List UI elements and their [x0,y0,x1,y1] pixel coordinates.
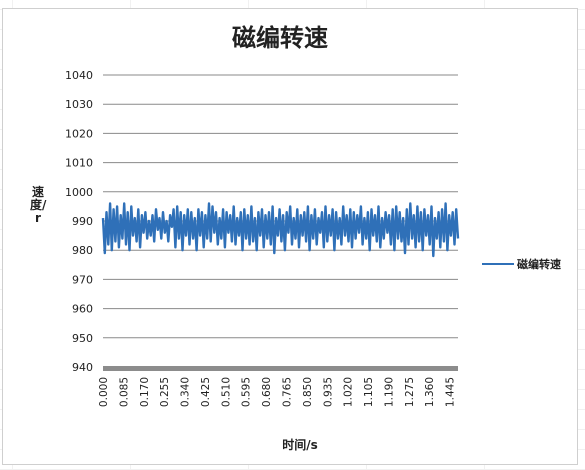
x-tick-label: 0.085 [118,377,130,407]
x-tick-label: 0.510 [220,377,232,407]
x-tick-label: 0.765 [281,377,293,407]
chart-title: 磁编转速 [232,23,328,52]
legend-line-swatch [482,263,514,265]
y-tick-label: 990 [72,215,93,228]
y-tick-label: 1030 [65,98,93,111]
y-tick-label: 950 [72,332,93,345]
x-tick-label: 0.425 [200,377,212,407]
x-tick-label: 1.105 [363,377,375,407]
y-tick-label: 970 [72,273,93,286]
x-tick-label: 0.340 [180,377,192,407]
legend: 磁编转速 [482,256,561,272]
x-tick-label: 0.935 [322,377,334,407]
y-tick-label: 1020 [65,127,93,140]
y-tick-label: 960 [72,303,93,316]
chart-area[interactable] [2,8,578,465]
x-tick-label: 1.360 [424,377,436,407]
x-tick-label: 1.445 [445,377,457,407]
x-tick-label: 0.595 [241,377,253,407]
x-tick-label: 1.020 [343,377,355,407]
x-tick-label: 0.680 [261,377,273,407]
legend-label: 磁编转速 [517,258,561,271]
series-line-magnetic-encoder-speed [101,202,460,258]
x-tick-label: 0.170 [139,377,151,407]
y-tick-label: 980 [72,244,93,257]
y-axis-title: 速度/r [30,185,47,225]
x-tick-label: 1.190 [383,377,395,407]
x-axis-line [103,366,458,371]
y-tick-label: 1040 [65,69,93,82]
x-tick-label: 0.255 [159,377,171,407]
y-tick-label: 1000 [65,186,93,199]
x-tick-label: 1.275 [404,377,416,407]
x-tick-label: 0.000 [98,377,110,407]
y-tick-label: 940 [72,361,93,374]
x-tick-label: 0.850 [302,377,314,407]
x-axis-title: 时间/s [282,438,318,452]
y-tick-label: 1010 [65,157,93,170]
